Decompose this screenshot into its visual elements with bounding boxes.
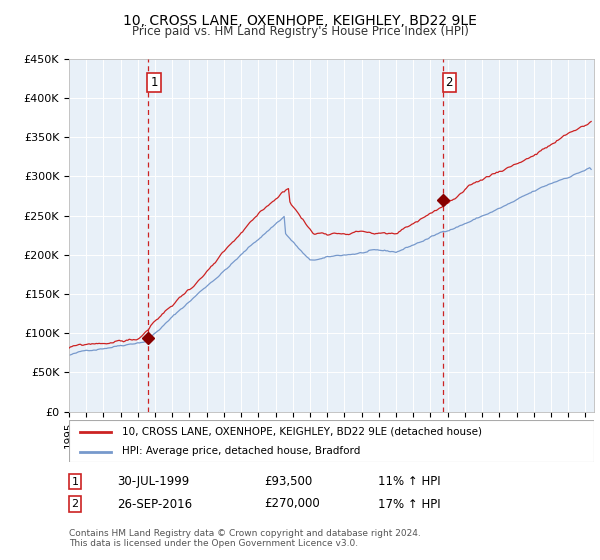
FancyBboxPatch shape <box>69 420 594 462</box>
Text: £270,000: £270,000 <box>264 497 320 511</box>
Text: HPI: Average price, detached house, Bradford: HPI: Average price, detached house, Brad… <box>121 446 360 456</box>
Text: 30-JUL-1999: 30-JUL-1999 <box>117 475 189 488</box>
Text: 2: 2 <box>446 76 453 89</box>
Text: 2: 2 <box>71 499 79 509</box>
Text: 10, CROSS LANE, OXENHOPE, KEIGHLEY, BD22 9LE (detached house): 10, CROSS LANE, OXENHOPE, KEIGHLEY, BD22… <box>121 427 482 437</box>
Text: This data is licensed under the Open Government Licence v3.0.: This data is licensed under the Open Gov… <box>69 539 358 548</box>
Text: Contains HM Land Registry data © Crown copyright and database right 2024.: Contains HM Land Registry data © Crown c… <box>69 529 421 538</box>
Text: Price paid vs. HM Land Registry's House Price Index (HPI): Price paid vs. HM Land Registry's House … <box>131 25 469 38</box>
Text: £93,500: £93,500 <box>264 475 312 488</box>
Text: 1: 1 <box>151 76 158 89</box>
Text: 10, CROSS LANE, OXENHOPE, KEIGHLEY, BD22 9LE: 10, CROSS LANE, OXENHOPE, KEIGHLEY, BD22… <box>123 14 477 28</box>
Text: 11% ↑ HPI: 11% ↑ HPI <box>378 475 440 488</box>
Text: 26-SEP-2016: 26-SEP-2016 <box>117 497 192 511</box>
Text: 1: 1 <box>71 477 79 487</box>
Text: 17% ↑ HPI: 17% ↑ HPI <box>378 497 440 511</box>
